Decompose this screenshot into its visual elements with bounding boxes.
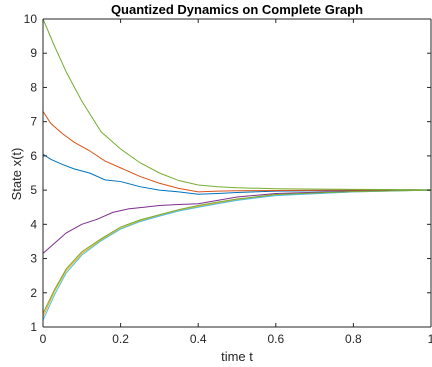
y-tick-label: 9 xyxy=(30,46,37,60)
x-axis-label: time t xyxy=(221,349,253,364)
series-line-6 xyxy=(42,189,432,321)
chart-title: Quantized Dynamics on Complete Graph xyxy=(111,2,363,17)
series-line-7 xyxy=(42,189,432,314)
y-tick-label: 5 xyxy=(30,183,37,197)
series-line-3 xyxy=(42,18,432,191)
y-tick-label: 6 xyxy=(30,149,37,163)
y-axis-label: State x(t) xyxy=(9,148,24,201)
y-tick-label: 8 xyxy=(30,80,37,94)
x-tick-label: 0.4 xyxy=(190,332,207,346)
y-tick-label: 4 xyxy=(30,217,37,231)
axes: 0 0.2 0.4 0.6 0.8 1 1 2 3 4 5 6 7 8 9 10 xyxy=(24,12,432,346)
y-tick-label: 10 xyxy=(24,12,38,26)
x-tick-label: 1 xyxy=(428,332,432,346)
x-tick-label: 0.6 xyxy=(267,332,284,346)
y-tick-label: 1 xyxy=(30,320,37,334)
x-tick-label: 0.2 xyxy=(112,332,129,346)
series-line-2 xyxy=(42,111,431,193)
plot-background xyxy=(43,19,431,327)
x-tick-label: 0 xyxy=(40,332,47,346)
series-line-1 xyxy=(42,153,432,195)
series-line-4 xyxy=(42,189,432,254)
plot-area xyxy=(43,19,431,327)
y-tick-label: 7 xyxy=(30,115,37,129)
x-tick-label: 0.8 xyxy=(345,332,362,346)
y-tick-label: 3 xyxy=(30,252,37,266)
series-layer xyxy=(42,18,432,321)
y-tick-label: 2 xyxy=(30,286,37,300)
